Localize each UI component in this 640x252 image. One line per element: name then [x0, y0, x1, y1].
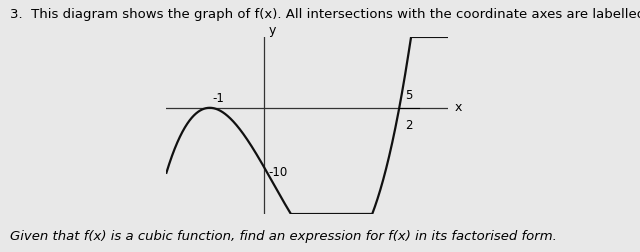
- Text: -1: -1: [212, 92, 224, 105]
- Text: 2: 2: [405, 119, 413, 132]
- Text: x: x: [454, 100, 462, 113]
- Text: Given that f(x) is a cubic function, find an expression for f(x) in its factoris: Given that f(x) is a cubic function, fin…: [10, 229, 556, 242]
- Text: 3.  This diagram shows the graph of f(x). All intersections with the coordinate : 3. This diagram shows the graph of f(x).…: [10, 8, 640, 20]
- Text: 5: 5: [405, 88, 413, 101]
- Text: -10: -10: [268, 165, 287, 178]
- Text: y: y: [268, 24, 276, 37]
